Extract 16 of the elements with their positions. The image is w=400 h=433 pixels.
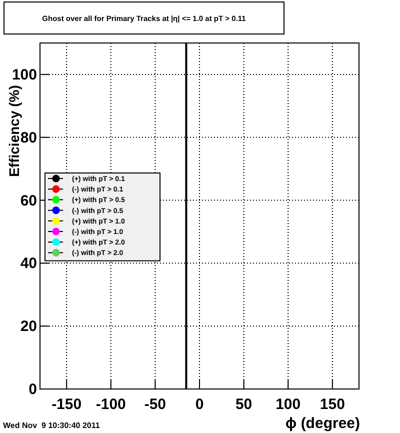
y-tick-label: 100 <box>12 66 37 84</box>
y-tick-label: 60 <box>20 192 37 210</box>
y-tick-label: 40 <box>20 255 37 272</box>
x-tick-label: 50 <box>235 396 252 413</box>
text: Wed Nov 9 10:30:40 2011 <box>3 421 100 430</box>
x-tick-label: 0 <box>195 396 204 413</box>
y-tick-label: 80 <box>20 129 37 146</box>
y-tick-label: 0 <box>28 381 37 398</box>
x-axis-title: ϕ (degree) <box>285 415 360 432</box>
x-tick-label: 100 <box>276 396 301 413</box>
y-axis-title: Efficiency (%) <box>6 85 22 177</box>
x-tick-label: -100 <box>96 396 126 413</box>
x-tick-label: 150 <box>320 396 345 413</box>
x-tick-label: -50 <box>144 396 166 413</box>
x-tick-label: -150 <box>52 396 82 413</box>
y-tick-label: 20 <box>20 318 37 336</box>
